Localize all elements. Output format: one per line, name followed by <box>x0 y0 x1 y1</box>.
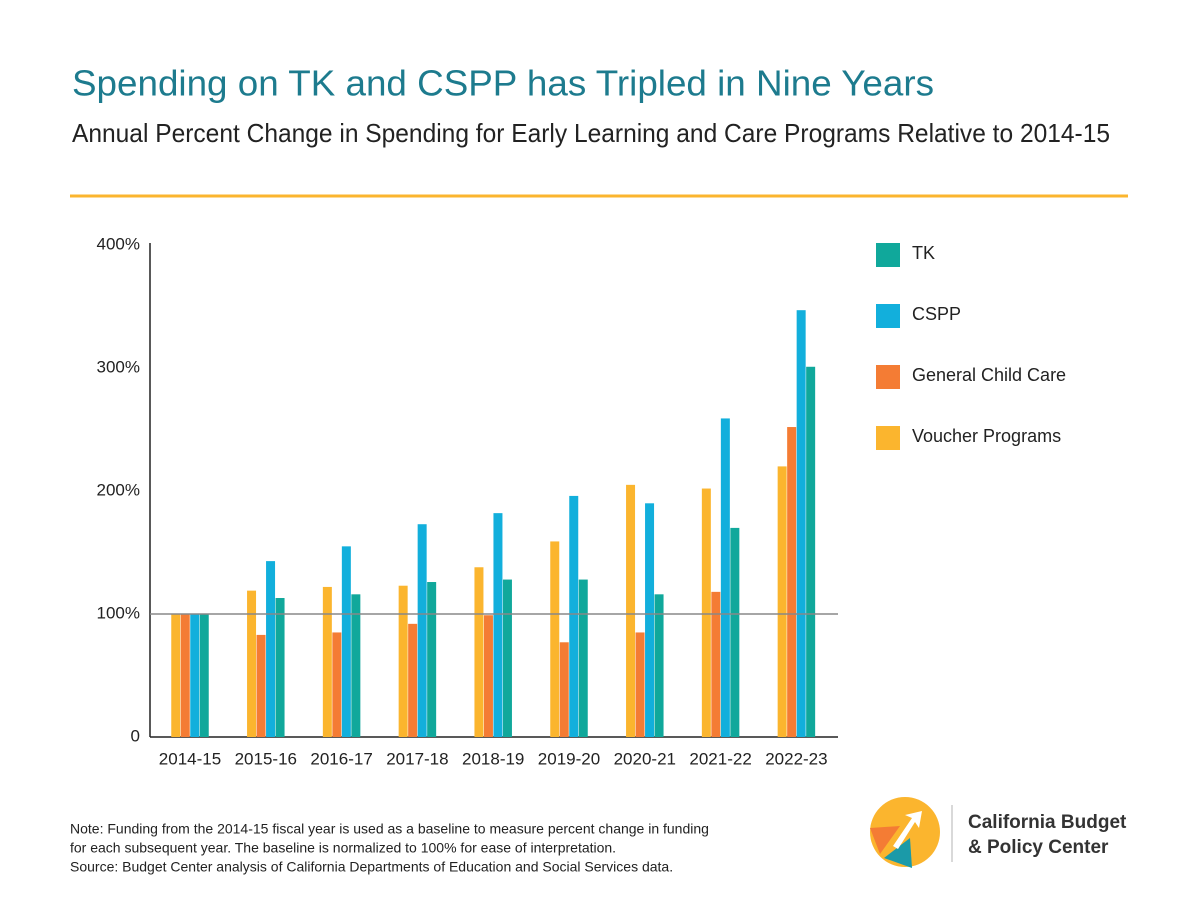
bar <box>398 585 408 737</box>
x-tick-label: 2017-18 <box>386 749 448 768</box>
legend-swatch <box>876 304 900 328</box>
bar <box>559 642 569 737</box>
bar <box>654 594 664 737</box>
x-tick-label: 2018-19 <box>462 749 524 768</box>
bar <box>796 310 806 737</box>
bar <box>701 488 711 737</box>
bar <box>645 503 655 737</box>
x-tick-label: 2016-17 <box>310 749 372 768</box>
bar <box>502 579 512 737</box>
x-tick-label: 2014-15 <box>159 749 221 768</box>
bar <box>806 366 816 737</box>
legend-label: General Child Care <box>912 365 1066 385</box>
bar <box>180 614 190 737</box>
x-tick-label: 2015-16 <box>235 749 297 768</box>
bar <box>578 579 588 737</box>
bar <box>474 567 484 737</box>
note: Note: Funding from the 2014-15 fiscal ye… <box>70 821 709 875</box>
chart-title: Spending on TK and CSPP has Tripled in N… <box>72 63 934 104</box>
bar <box>493 513 503 737</box>
bar <box>190 614 200 737</box>
legend-label: TK <box>912 243 935 263</box>
bar <box>171 614 181 737</box>
bar <box>569 495 579 737</box>
bar <box>275 598 285 737</box>
logo: California Budget & Policy Center <box>870 797 1127 868</box>
logo-shape <box>870 826 900 854</box>
bar <box>266 561 276 737</box>
y-tick-label: 200% <box>97 480 140 499</box>
bar <box>322 586 332 737</box>
logo-arrow <box>893 811 922 849</box>
legend-label: CSPP <box>912 304 961 324</box>
bar <box>408 623 418 737</box>
bar <box>720 418 730 737</box>
note-line: Source: Budget Center analysis of Califo… <box>70 859 673 875</box>
plot <box>171 310 816 737</box>
logo-text: California Budget <box>968 812 1127 833</box>
x-tick-label: 2022-23 <box>765 749 827 768</box>
bar <box>427 582 437 737</box>
bar <box>711 591 721 737</box>
y-tick-label: 300% <box>97 357 140 376</box>
legend-label: Voucher Programs <box>912 426 1061 446</box>
bar <box>483 615 493 737</box>
y-tick-label: 0 <box>131 726 140 745</box>
note-line: for each subsequent year. The baseline i… <box>70 840 616 856</box>
x-tick-label: 2020-21 <box>614 749 676 768</box>
note-line: Note: Funding from the 2014-15 fiscal ye… <box>70 821 709 837</box>
legend-swatch <box>876 365 900 389</box>
y-tick-label: 400% <box>97 234 140 253</box>
y-tick-label: 100% <box>97 603 140 622</box>
bar <box>341 546 351 737</box>
bar <box>247 590 257 737</box>
bar <box>550 541 560 737</box>
chart-subtitle: Annual Percent Change in Spending for Ea… <box>72 118 1110 148</box>
bar <box>199 614 209 737</box>
legend-swatch <box>876 426 900 450</box>
bar <box>730 527 740 737</box>
x-tick-label: 2021-22 <box>689 749 751 768</box>
bar <box>635 632 645 737</box>
bar <box>777 466 787 737</box>
bar <box>256 634 266 737</box>
bar <box>332 632 342 737</box>
bar <box>351 594 361 737</box>
legend-swatch <box>876 243 900 267</box>
bar <box>787 427 797 737</box>
x-tick-label: 2019-20 <box>538 749 600 768</box>
logo-text: & Policy Center <box>968 837 1109 858</box>
bar <box>417 524 427 737</box>
bar <box>626 484 636 737</box>
logo-shape <box>884 838 912 868</box>
